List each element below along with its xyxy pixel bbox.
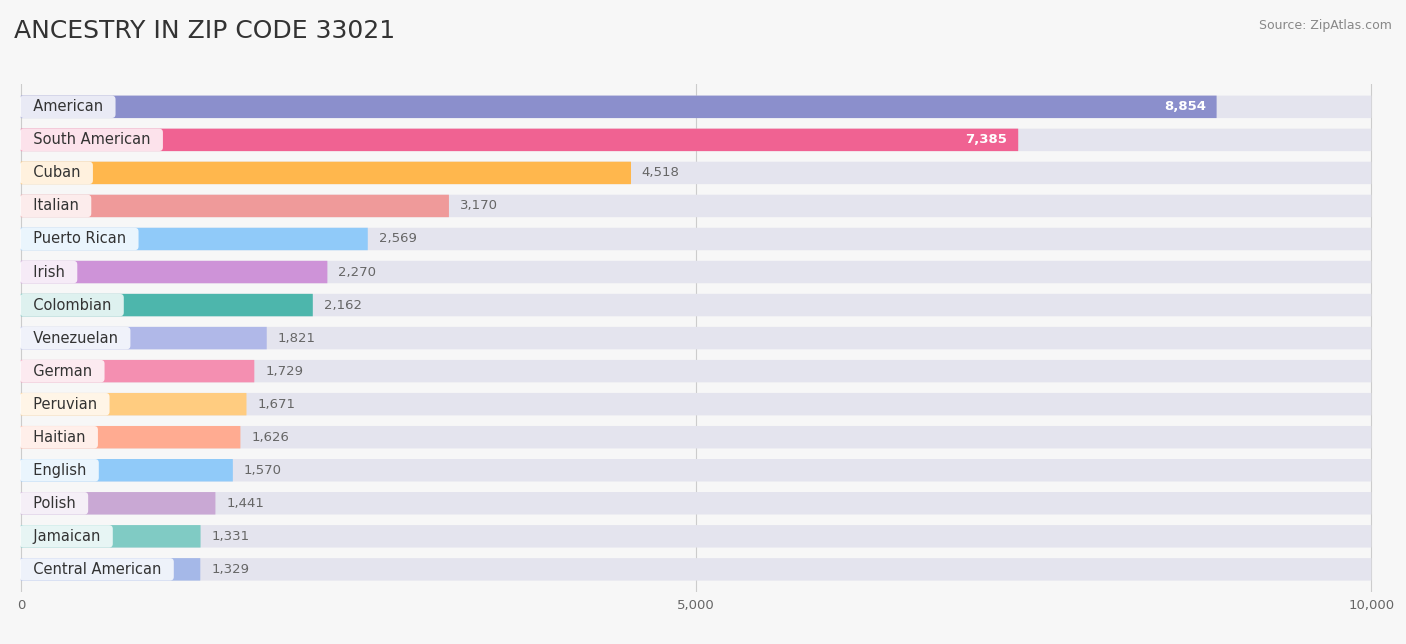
Text: Jamaican: Jamaican (24, 529, 110, 544)
FancyBboxPatch shape (21, 525, 1371, 547)
Text: 1,729: 1,729 (266, 365, 304, 377)
Text: 1,331: 1,331 (211, 530, 249, 543)
Text: Colombian: Colombian (24, 298, 120, 312)
FancyBboxPatch shape (21, 228, 1371, 251)
FancyBboxPatch shape (21, 360, 254, 383)
Text: English: English (24, 463, 96, 478)
Text: South American: South American (24, 133, 159, 147)
FancyBboxPatch shape (21, 393, 246, 415)
FancyBboxPatch shape (21, 261, 328, 283)
Text: 1,671: 1,671 (257, 398, 295, 411)
FancyBboxPatch shape (21, 95, 1216, 118)
Text: Polish: Polish (24, 496, 84, 511)
Text: Peruvian: Peruvian (24, 397, 105, 412)
Text: Puerto Rican: Puerto Rican (24, 231, 135, 247)
Text: Central American: Central American (24, 562, 170, 577)
Text: Venezuelan: Venezuelan (24, 330, 127, 346)
Text: 2,270: 2,270 (339, 265, 377, 278)
Text: 1,570: 1,570 (243, 464, 281, 477)
FancyBboxPatch shape (21, 129, 1371, 151)
Text: 1,441: 1,441 (226, 497, 264, 510)
FancyBboxPatch shape (21, 426, 1371, 448)
FancyBboxPatch shape (21, 162, 1371, 184)
Text: 1,821: 1,821 (277, 332, 315, 345)
Text: Haitian: Haitian (24, 430, 94, 445)
FancyBboxPatch shape (21, 194, 449, 217)
Text: 2,162: 2,162 (323, 299, 361, 312)
Text: Source: ZipAtlas.com: Source: ZipAtlas.com (1258, 19, 1392, 32)
FancyBboxPatch shape (21, 558, 1371, 581)
Text: 8,854: 8,854 (1164, 100, 1206, 113)
Text: 4,518: 4,518 (641, 166, 679, 180)
Text: 1,329: 1,329 (211, 563, 249, 576)
Text: Cuban: Cuban (24, 166, 89, 180)
FancyBboxPatch shape (21, 294, 1371, 316)
FancyBboxPatch shape (21, 327, 1371, 349)
FancyBboxPatch shape (21, 261, 1371, 283)
FancyBboxPatch shape (21, 294, 312, 316)
FancyBboxPatch shape (21, 558, 200, 581)
FancyBboxPatch shape (21, 492, 215, 515)
Text: 2,569: 2,569 (378, 232, 416, 245)
Text: Irish: Irish (24, 265, 73, 279)
FancyBboxPatch shape (21, 228, 368, 251)
Text: 1,626: 1,626 (252, 431, 290, 444)
FancyBboxPatch shape (21, 426, 240, 448)
FancyBboxPatch shape (21, 95, 1371, 118)
FancyBboxPatch shape (21, 459, 233, 482)
Text: Italian: Italian (24, 198, 87, 213)
FancyBboxPatch shape (21, 459, 1371, 482)
Text: 3,170: 3,170 (460, 200, 498, 213)
FancyBboxPatch shape (21, 360, 1371, 383)
Text: American: American (24, 99, 112, 115)
FancyBboxPatch shape (21, 194, 1371, 217)
FancyBboxPatch shape (21, 162, 631, 184)
FancyBboxPatch shape (21, 525, 201, 547)
Text: German: German (24, 364, 101, 379)
Text: 7,385: 7,385 (966, 133, 1008, 146)
FancyBboxPatch shape (21, 492, 1371, 515)
FancyBboxPatch shape (21, 393, 1371, 415)
Text: ANCESTRY IN ZIP CODE 33021: ANCESTRY IN ZIP CODE 33021 (14, 19, 395, 43)
FancyBboxPatch shape (21, 327, 267, 349)
FancyBboxPatch shape (21, 129, 1018, 151)
